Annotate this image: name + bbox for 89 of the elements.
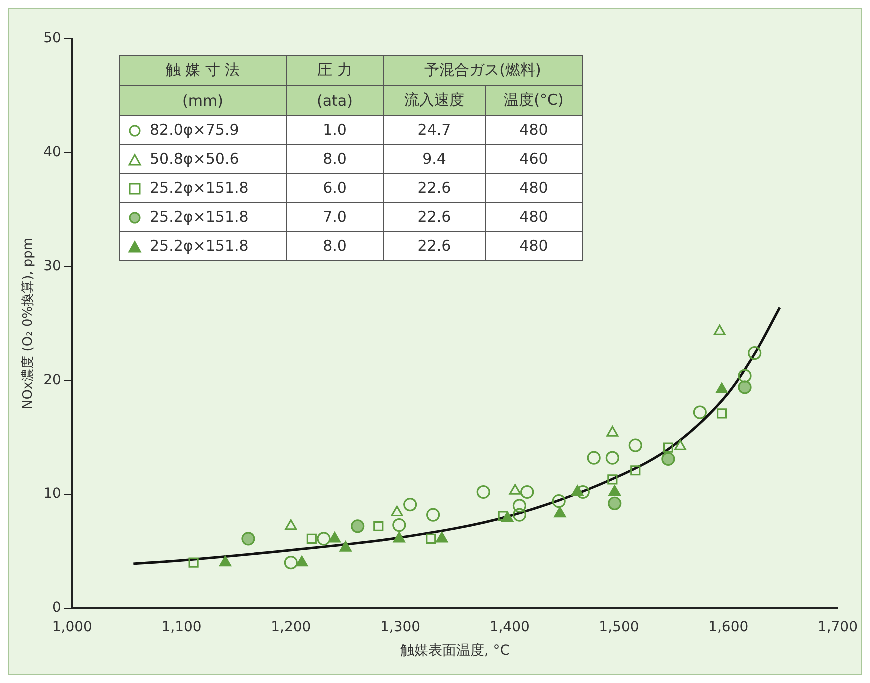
point: [509, 484, 522, 495]
annotation: 22.6: [384, 202, 486, 232]
point: [748, 346, 762, 360]
point: [630, 466, 641, 476]
point: [498, 511, 508, 522]
point: [663, 442, 674, 453]
point: [242, 532, 256, 546]
y-tick-label: 50: [44, 30, 62, 47]
point: [552, 494, 566, 508]
point: [436, 532, 448, 543]
point: [393, 532, 406, 543]
y-tick-label: 20: [44, 372, 62, 388]
annotation: 9.4: [384, 144, 486, 174]
x-tick-label: 1,200: [271, 619, 312, 636]
x-tick-label: 1,100: [162, 619, 202, 636]
point: [608, 474, 618, 485]
point: [512, 508, 527, 522]
point: [317, 532, 331, 546]
point: [284, 556, 298, 570]
annotation: 480: [486, 202, 582, 232]
annotation: 温度(°C): [486, 86, 582, 116]
x-tick-label: 1,000: [52, 619, 92, 636]
point: [188, 558, 199, 568]
annotation: 8.0: [286, 232, 384, 260]
point: [404, 498, 418, 512]
point: [738, 380, 752, 394]
x-tick-label: 1,600: [708, 619, 749, 636]
point: [285, 520, 298, 530]
annotation: (ata): [286, 86, 384, 116]
y-axis-title: NOx濃度 (O₂ 0%換算), ppm: [20, 238, 36, 410]
annotation: 22.6: [384, 174, 486, 202]
point: [716, 382, 728, 394]
annotation: 22.6: [384, 232, 486, 260]
annotation: 8.0: [286, 144, 384, 174]
legend-label: 50.8φ×50.6: [150, 150, 240, 168]
point: [554, 507, 566, 518]
point: [606, 426, 619, 437]
point: [693, 406, 707, 420]
x-tick-label: 1,400: [490, 619, 530, 636]
legend-label: 25.2φ×151.8: [150, 237, 249, 255]
annotation: 460: [486, 144, 582, 174]
point: [512, 499, 527, 513]
point: [340, 541, 352, 552]
legend-label: 25.2φ×151.8: [150, 208, 249, 226]
annotation: 予混合ガス(燃料): [384, 56, 582, 86]
annotation: 1.0: [286, 116, 384, 144]
point: [426, 534, 436, 544]
point: [587, 451, 601, 465]
line-series: [132, 306, 782, 566]
y-tick-label: 0: [52, 600, 62, 616]
point: [628, 438, 642, 452]
annotation: 480: [486, 174, 582, 202]
point: [662, 452, 676, 466]
x-tick-label: 1,300: [380, 619, 421, 636]
point: [608, 485, 621, 496]
annotation: 480: [486, 116, 582, 144]
point: [426, 508, 440, 522]
annotation: (mm): [120, 86, 286, 116]
annotation: 6.0: [286, 174, 384, 202]
annotation: 流入速度: [384, 86, 486, 116]
point: [674, 440, 686, 450]
annotation: 480: [486, 232, 582, 260]
y-tick-label: 40: [44, 144, 62, 161]
point: [328, 532, 341, 543]
point: [374, 521, 384, 532]
annotation: 7.0: [286, 202, 384, 232]
legend-label: 82.0φ×75.9: [150, 121, 240, 139]
point: [738, 369, 752, 383]
point: [392, 518, 406, 532]
point: [306, 534, 317, 544]
point: [351, 520, 365, 534]
point: [606, 451, 620, 465]
point: [220, 556, 232, 567]
annotation: 24.7: [384, 116, 486, 144]
point: [576, 485, 590, 500]
annotation: 圧 力: [286, 56, 384, 86]
y-tick-label: 30: [44, 258, 62, 274]
point: [391, 506, 404, 517]
point: [520, 485, 534, 500]
point: [716, 408, 728, 419]
legend-label: 25.2φ×151.8: [150, 179, 249, 197]
y-tick-label: 10: [44, 486, 62, 502]
x-tick-label: 1,500: [599, 619, 640, 636]
annotation: 触 媒 寸 法: [120, 56, 286, 86]
x-axis-title: 触媒表面温度, °C: [400, 643, 510, 660]
point: [296, 556, 308, 567]
x-tick-label: 1,700: [818, 619, 858, 636]
point: [608, 496, 622, 510]
point: [476, 485, 490, 500]
